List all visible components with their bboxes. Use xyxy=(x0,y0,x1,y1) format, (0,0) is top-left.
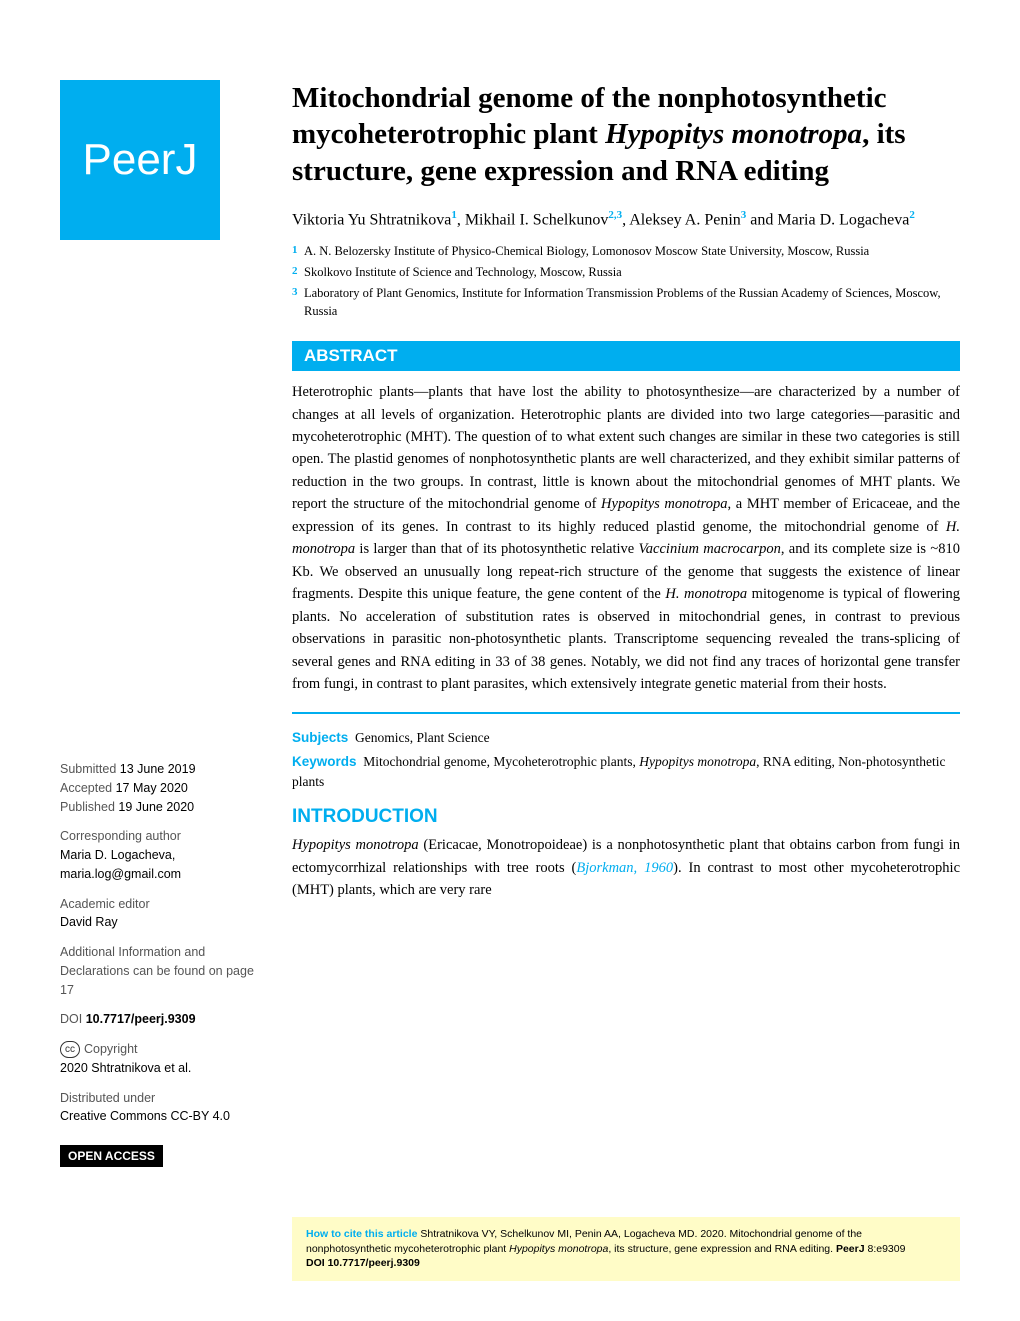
abstract-header: ABSTRACT xyxy=(292,341,960,371)
subjects: Subjects Genomics, Plant Science xyxy=(292,728,960,748)
keywords: Keywords Mitochondrial genome, Mycoheter… xyxy=(292,752,960,793)
submitted-date: Submitted 13 June 2019 Accepted 17 May 2… xyxy=(60,760,260,816)
introduction-text: Hypopitys monotropa (Ericacae, Monotropo… xyxy=(292,834,960,901)
license[interactable]: Distributed under Creative Commons CC-BY… xyxy=(60,1089,260,1127)
peerj-logo: PeerJ xyxy=(60,80,220,240)
copyright: cc Copyright 2020 Shtratnikova et al. xyxy=(60,1040,260,1078)
doi[interactable]: DOI 10.7717/peerj.9309 xyxy=(60,1010,260,1029)
cc-icon: cc xyxy=(60,1041,80,1058)
citation-footer: How to cite this article Shtratnikova VY… xyxy=(292,1217,960,1281)
author-list: Viktoria Yu Shtratnikova1, Mikhail I. Sc… xyxy=(292,207,960,232)
affiliations: 1A. N. Belozersky Institute of Physico-C… xyxy=(292,242,960,321)
reference-link[interactable]: Bjorkman, 1960 xyxy=(576,860,673,876)
additional-info-link[interactable]: Additional Information and Declarations … xyxy=(60,943,260,999)
corresponding-author: Corresponding author Maria D. Logacheva,… xyxy=(60,827,260,883)
academic-editor: Academic editor David Ray xyxy=(60,895,260,933)
article-title: Mitochondrial genome of the nonphotosynt… xyxy=(292,80,960,189)
divider xyxy=(292,712,960,714)
introduction-header: INTRODUCTION xyxy=(292,806,960,828)
abstract-text: Heterotrophic plants—plants that have lo… xyxy=(292,381,960,696)
open-access-badge: OPEN ACCESS xyxy=(60,1145,163,1167)
